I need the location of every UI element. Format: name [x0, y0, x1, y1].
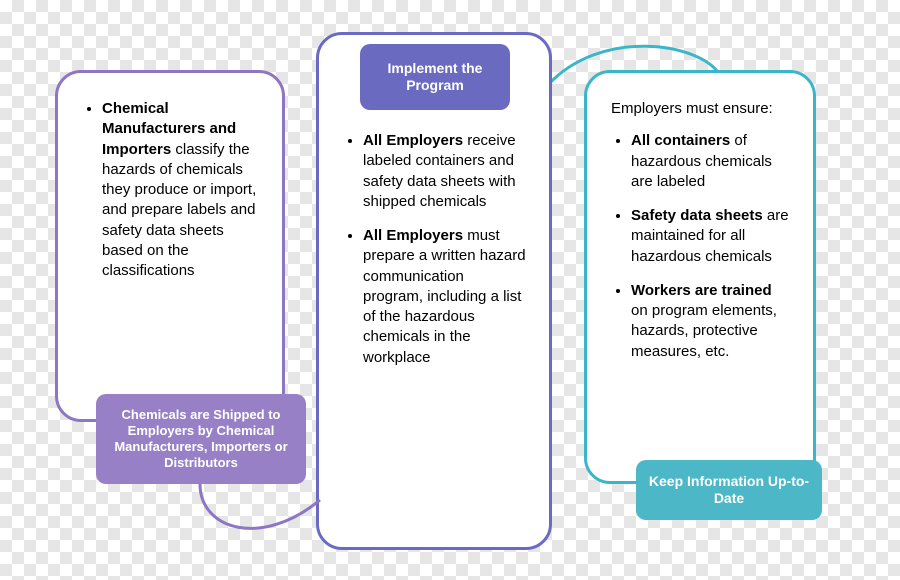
callout-uptodate: Keep Information Up-to-Date	[636, 460, 822, 520]
callout-implement: Implement the Program	[360, 44, 510, 110]
diagram-canvas: Chemical Manufacturers and Importers cla…	[0, 0, 900, 580]
callout-shipped: Chemicals are Shipped to Employers by Ch…	[96, 394, 306, 484]
